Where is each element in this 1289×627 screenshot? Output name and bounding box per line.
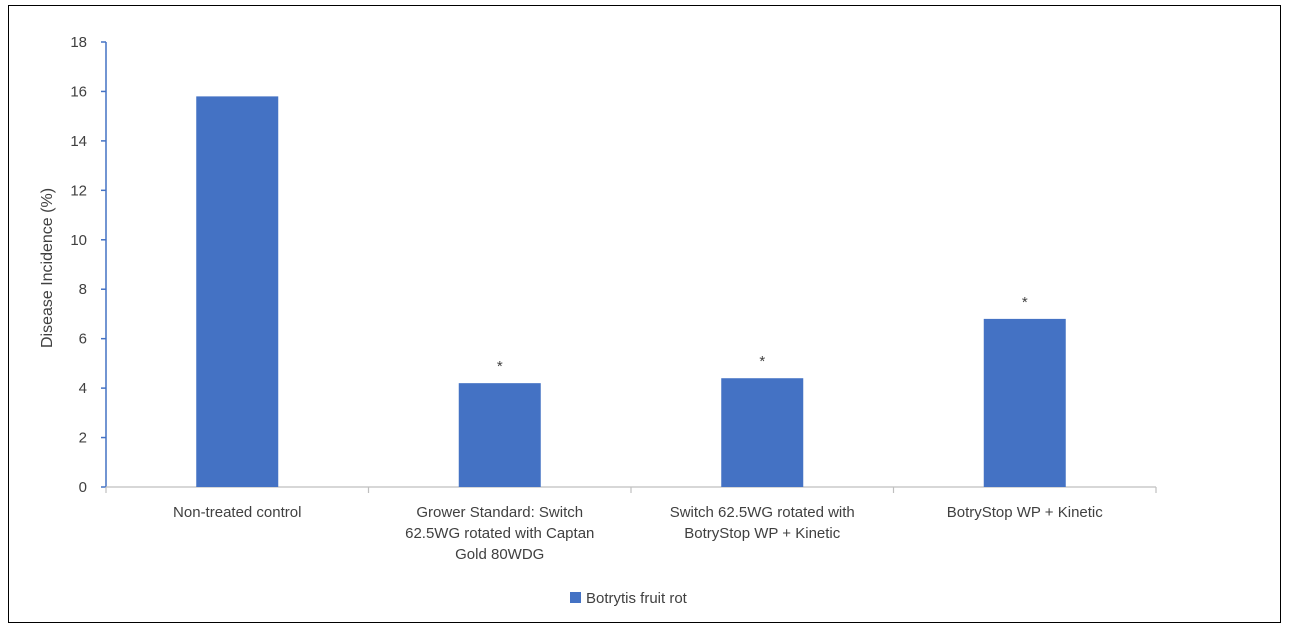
y-tick-label: 18 — [70, 34, 87, 51]
significance-marker: * — [497, 358, 503, 375]
significance-marker: * — [1022, 294, 1028, 311]
bars — [196, 96, 1066, 487]
y-tick-label: 0 — [79, 479, 87, 496]
legend-swatch — [570, 592, 581, 603]
category-labels: Non-treated control Grower Standard: Swit… — [173, 504, 1103, 563]
bar — [983, 318, 1066, 487]
legend-label: Botrytis fruit rot — [586, 590, 688, 607]
category-label: Gold 80WDG — [455, 546, 544, 563]
y-tick-label: 8 — [79, 281, 87, 298]
category-label: 62.5WG rotated with Captan — [405, 525, 594, 542]
category-label: Non-treated control — [173, 504, 301, 521]
significance-annotations: * * * — [497, 294, 1028, 375]
y-tick-label: 4 — [79, 380, 87, 397]
category-label: Switch 62.5WG rotated with — [670, 504, 855, 521]
y-tick-label: 10 — [70, 232, 87, 249]
y-axis-label: Disease Incidence (%) — [39, 188, 56, 348]
y-tick-label: 16 — [70, 83, 87, 100]
y-tick-label: 12 — [70, 182, 87, 199]
legend: Botrytis fruit rot — [570, 590, 688, 607]
category-label: BotryStop WP + Kinetic — [947, 504, 1104, 521]
category-label: BotryStop WP + Kinetic — [684, 525, 841, 542]
bar — [721, 378, 804, 487]
significance-marker: * — [759, 353, 765, 370]
y-axis: 0 2 4 6 8 10 12 14 16 18 — [70, 34, 107, 496]
y-tick-label: 2 — [79, 430, 87, 447]
category-label: Grower Standard: Switch — [416, 504, 583, 521]
y-tick-label: 14 — [70, 133, 87, 150]
x-axis — [105, 486, 1157, 493]
bar — [458, 383, 541, 487]
bar — [196, 96, 279, 487]
y-tick-label: 6 — [79, 331, 87, 348]
